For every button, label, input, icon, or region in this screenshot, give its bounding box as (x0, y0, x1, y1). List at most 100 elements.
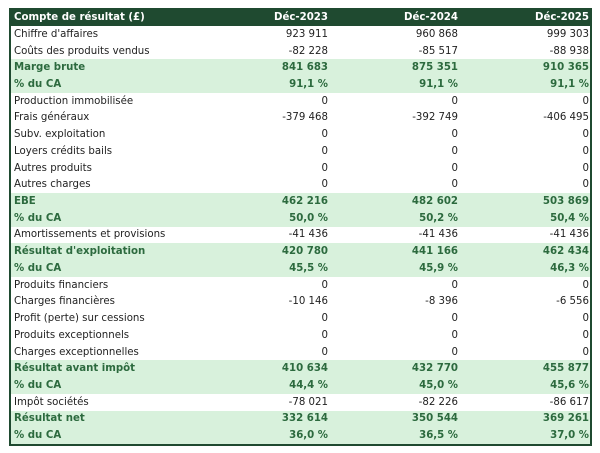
row-value: 0 (321, 329, 328, 341)
row-label: % du CA (14, 212, 62, 224)
row-value: 482 602 (411, 196, 458, 208)
row-value: 0 (582, 279, 589, 291)
row-value: 0 (451, 313, 458, 325)
row-value: 0 (321, 95, 328, 107)
table-row: % du CA 36,0 % 36,5 % 37,0 % (11, 427, 590, 444)
row-value: 36,5 % (419, 430, 458, 442)
row-value: 910 365 (542, 62, 589, 74)
table-row: % du CA 44,4 % 45,0 % 45,6 % (11, 377, 590, 394)
row-value: -82 228 (288, 45, 328, 57)
row-value: 960 868 (415, 28, 458, 40)
table-row: Charges financières -10 146 -8 396 -6 556 (11, 294, 590, 311)
table-row: Profit (perte) sur cessions 0 0 0 (11, 310, 590, 327)
row-label: Loyers crédits bails (14, 145, 113, 157)
row-value: -41 436 (549, 229, 589, 241)
row-value: 841 683 (281, 62, 328, 74)
row-label: Marge brute (14, 62, 86, 74)
row-label: Résultat avant impôt (14, 363, 136, 375)
row-value: 0 (582, 129, 589, 141)
row-value: -8 396 (425, 296, 458, 308)
row-value: 0 (582, 313, 589, 325)
table-row: Autres charges 0 0 0 (11, 176, 590, 193)
row-value: 0 (451, 162, 458, 174)
row-value: -86 617 (549, 396, 589, 408)
row-label: Frais généraux (14, 112, 90, 124)
row-value: 36,0 % (289, 430, 328, 442)
row-value: 45,5 % (289, 262, 328, 274)
row-value: 441 166 (411, 246, 458, 258)
table-row: Amortissements et provisions -41 436 -41 4… (11, 227, 590, 244)
income-statement-table: Compte de résultat (£) Déc-2023 Déc-2024… (9, 8, 592, 446)
row-value: -10 146 (288, 296, 328, 308)
row-label: Charges exceptionnelles (14, 346, 139, 358)
table-row: EBE 462 216 482 602 503 869 (11, 193, 590, 210)
table-row: Charges exceptionnelles 0 0 0 (11, 344, 590, 361)
row-value: -379 468 (282, 112, 328, 124)
table-row: Résultat avant impôt 410 634 432 770 455 87… (11, 360, 590, 378)
table-row: Production immobilisée 0 0 0 (11, 93, 590, 110)
row-value: -406 495 (543, 112, 589, 124)
row-value: -78 021 (288, 396, 328, 408)
table-row: Marge brute 841 683 875 351 910 365 (11, 59, 590, 77)
table-row: Chiffre d'affaires 923 911 960 868 999 303 (11, 26, 590, 43)
row-label: Impôt sociétés (14, 396, 89, 408)
row-label: Autres charges (14, 179, 91, 191)
row-value: 0 (321, 145, 328, 157)
row-value: -88 938 (549, 45, 589, 57)
row-value: 923 911 (285, 28, 328, 40)
row-value: 875 351 (411, 62, 458, 74)
row-label: EBE (14, 196, 36, 208)
row-value: 0 (582, 95, 589, 107)
row-value: 999 303 (546, 28, 589, 40)
row-label: Chiffre d'affaires (14, 28, 99, 40)
table-row: Frais généraux -379 468 -392 749 -406 495 (11, 110, 590, 127)
row-value: 0 (582, 179, 589, 191)
row-label: Résultat d'exploitation (14, 246, 146, 258)
row-value: 91,1 % (419, 79, 458, 91)
row-value: 0 (451, 329, 458, 341)
row-value: -41 436 (288, 229, 328, 241)
row-value: 0 (321, 162, 328, 174)
header-label: Compte de résultat (£) (14, 11, 145, 23)
row-value: -82 226 (418, 396, 458, 408)
row-value: 369 261 (542, 413, 589, 425)
row-value: 462 216 (281, 196, 328, 208)
table-body: Chiffre d'affaires 923 911 960 868 999 303 C… (11, 26, 590, 444)
row-value: 0 (451, 179, 458, 191)
table-row: Produits exceptionnels 0 0 0 (11, 327, 590, 344)
header-col-2024: Déc-2024 (404, 11, 458, 23)
row-value: 50,2 % (419, 212, 458, 224)
table-row: Produits financiers 0 0 0 (11, 277, 590, 294)
row-value: -6 556 (556, 296, 589, 308)
table-row: Impôt sociétés -78 021 -82 226 -86 617 (11, 394, 590, 411)
row-value: 45,0 % (419, 379, 458, 391)
row-value: -41 436 (418, 229, 458, 241)
row-value: 410 634 (281, 363, 328, 375)
row-value: 0 (582, 145, 589, 157)
row-label: % du CA (14, 430, 62, 442)
row-value: 350 544 (411, 413, 458, 425)
row-label: Autres produits (14, 162, 92, 174)
row-value: 332 614 (281, 413, 328, 425)
row-value: 45,6 % (550, 379, 589, 391)
table-row: Loyers crédits bails 0 0 0 (11, 143, 590, 160)
row-label: Profit (perte) sur cessions (14, 313, 145, 325)
table-row: Autres produits 0 0 0 (11, 160, 590, 177)
table-row: % du CA 91,1 % 91,1 % 91,1 % (11, 76, 590, 93)
row-label: Produits financiers (14, 279, 109, 291)
row-label: % du CA (14, 262, 62, 274)
row-value: 0 (321, 179, 328, 191)
row-value: 91,1 % (550, 79, 589, 91)
row-label: Subv. exploitation (14, 129, 106, 141)
row-value: 0 (451, 129, 458, 141)
header-col-2023: Déc-2023 (274, 11, 328, 23)
row-value: 0 (321, 313, 328, 325)
row-value: 50,4 % (550, 212, 589, 224)
row-value: 0 (582, 346, 589, 358)
row-label: % du CA (14, 79, 62, 91)
table-row: % du CA 45,5 % 45,9 % 46,3 % (11, 260, 590, 277)
row-value: 0 (582, 329, 589, 341)
row-value: 455 877 (542, 363, 589, 375)
row-value: 44,4 % (289, 379, 328, 391)
row-value: -392 749 (412, 112, 458, 124)
